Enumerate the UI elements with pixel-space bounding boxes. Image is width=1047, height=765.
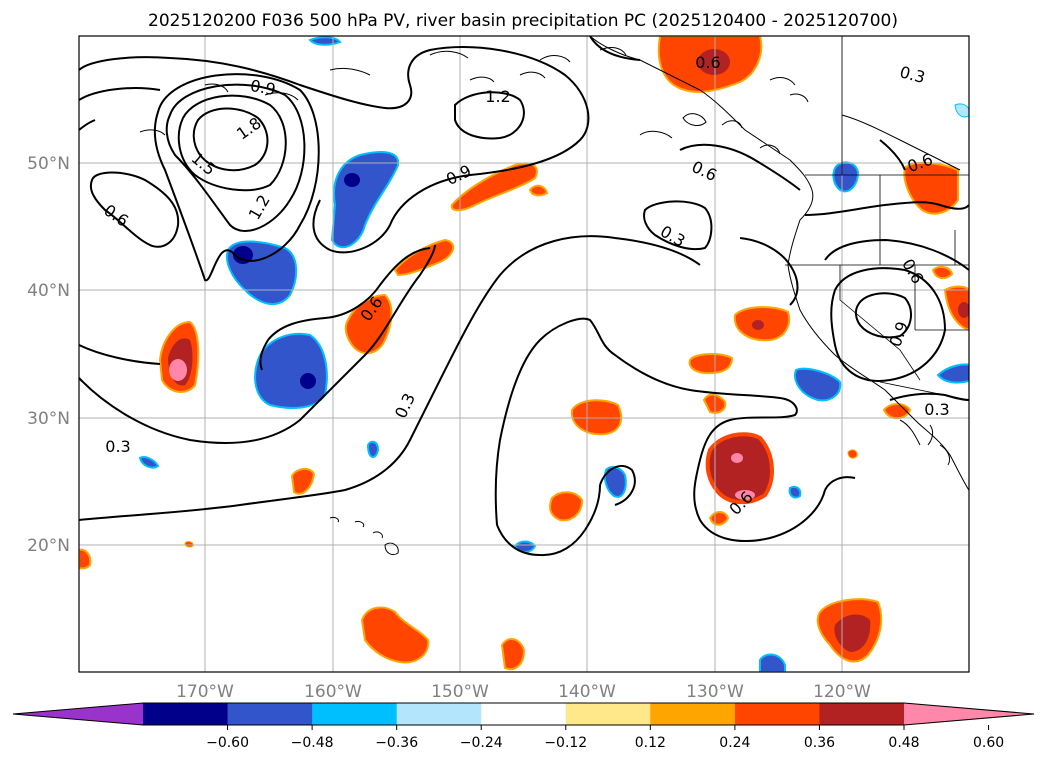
colorbar-tick-label: −0.60 xyxy=(206,735,249,751)
colorbar-segment xyxy=(650,703,736,725)
colorbar-segment xyxy=(819,703,905,725)
colorbar-segment xyxy=(734,703,820,725)
lat-label: 40°N xyxy=(27,281,70,301)
colorbar-segment xyxy=(396,703,482,725)
lon-label: 160°W xyxy=(304,682,362,702)
colorbar-tick-label: −0.48 xyxy=(291,735,334,751)
colorbar-extend-low xyxy=(13,703,143,725)
lon-label: 150°W xyxy=(431,682,489,702)
lat-label: 30°N xyxy=(27,409,70,429)
contour-label: 0.9 xyxy=(249,76,277,99)
colorbar-tick-label: −0.12 xyxy=(544,735,587,751)
colorbar-outline xyxy=(12,702,1035,726)
lon-label: 140°W xyxy=(558,682,616,702)
colorbar-tick-label: 0.60 xyxy=(973,735,1004,751)
contour-label: 0.3 xyxy=(105,437,130,456)
latitude-labels: 20°N 30°N 40°N 50°N xyxy=(27,154,70,556)
colorbar-tick-label: −0.24 xyxy=(460,735,503,751)
colorbar-tick-label: 0.24 xyxy=(719,735,750,751)
colorbar-tick-label: 0.48 xyxy=(888,735,919,751)
lon-label: 120°W xyxy=(813,682,871,702)
contour-label: 0.3 xyxy=(924,400,949,419)
colorbar-segment xyxy=(143,703,229,725)
precip-positive-regions xyxy=(79,36,969,670)
lon-label: 130°W xyxy=(686,682,744,702)
precip-negative-regions xyxy=(138,36,969,672)
map-frame xyxy=(78,35,970,673)
pv-contours xyxy=(79,36,969,557)
colorbar-tick-label: 0.36 xyxy=(804,735,835,751)
map-gridlines xyxy=(79,36,969,672)
colorbar-tick-label: 0.12 xyxy=(635,735,666,751)
colorbar: −0.60 −0.48 −0.36 −0.24 −0.12 0.12 0.24 0.36 0.4… xyxy=(12,702,1035,751)
longitude-labels: 170°W 160°W 150°W 140°W 130°W 120°W xyxy=(176,682,871,702)
political-borders xyxy=(785,36,969,401)
lon-label: 170°W xyxy=(176,682,234,702)
colorbar-segment xyxy=(227,703,313,725)
colorbar-segment xyxy=(312,703,398,725)
map-area: 0.9 1.8 1.5 1.2 0.6 1.2 0.9 0.6 0.3 0.6 … xyxy=(79,36,969,672)
colorbar-tick-label: −0.36 xyxy=(375,735,418,751)
lat-label: 20°N xyxy=(27,536,70,556)
colorbar-segment xyxy=(481,703,567,725)
lat-label: 50°N xyxy=(27,154,70,174)
contour-label: 1.2 xyxy=(485,87,510,106)
figure-title: 2025120200 F036 500 hPa PV, river basin … xyxy=(148,11,898,31)
colorbar-extend-high xyxy=(904,703,1034,725)
colorbar-segment xyxy=(565,703,651,725)
contour-label: 0.6 xyxy=(695,53,720,72)
